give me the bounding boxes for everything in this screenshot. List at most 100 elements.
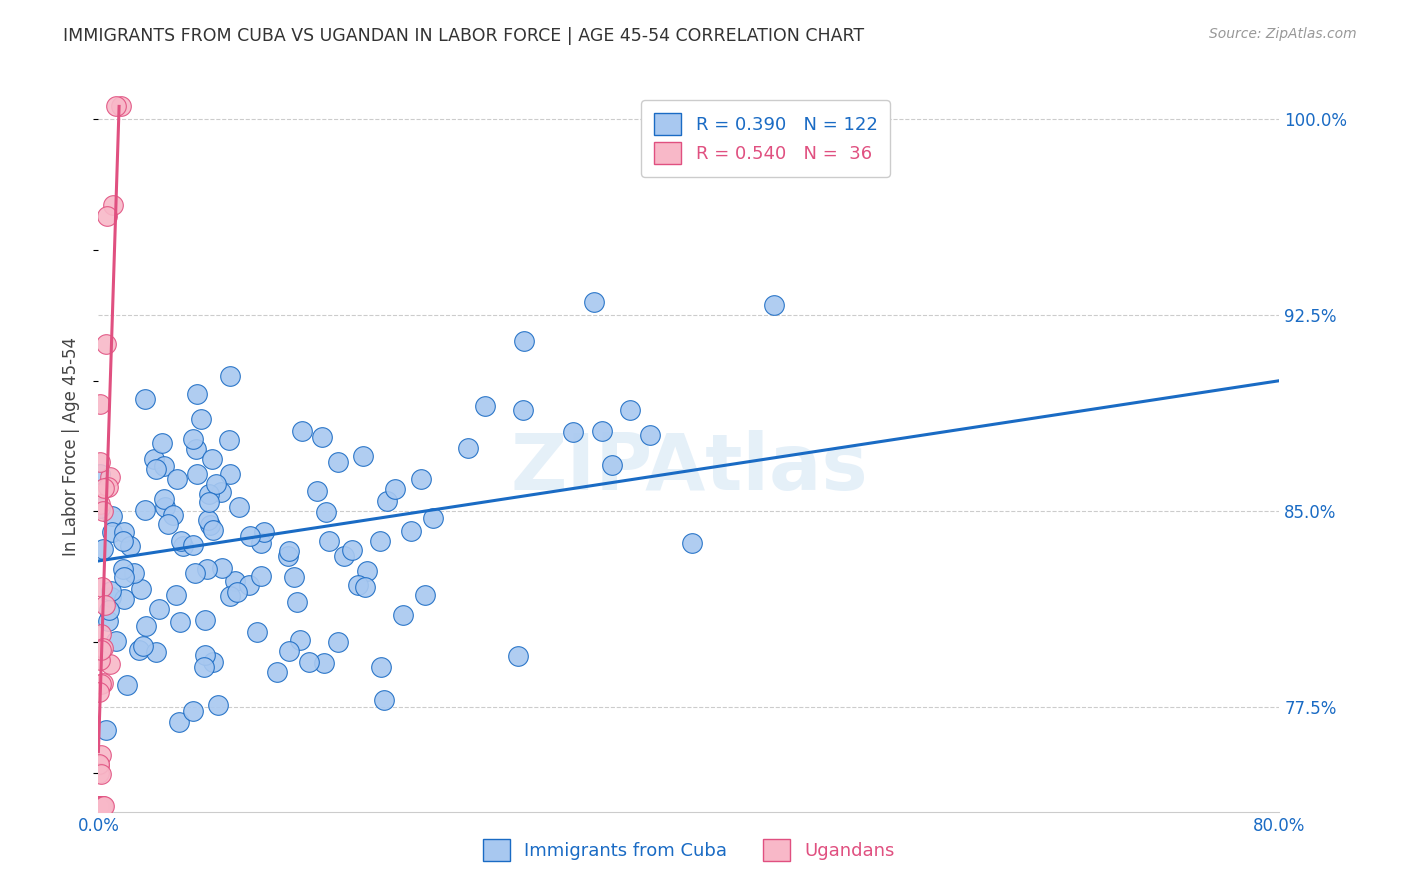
Point xyxy=(197,495,219,509)
Y-axis label: In Labor Force | Age 45-54: In Labor Force | Age 45-54 xyxy=(62,336,80,556)
Point xyxy=(246,624,269,639)
Point xyxy=(218,433,240,447)
Point xyxy=(346,577,368,591)
Point xyxy=(145,462,167,476)
Point xyxy=(384,482,406,496)
Point xyxy=(89,501,111,516)
Point xyxy=(142,451,165,466)
Point xyxy=(122,566,145,580)
Point xyxy=(156,516,179,531)
Point xyxy=(266,665,288,679)
Point xyxy=(218,589,240,603)
Point xyxy=(89,455,111,469)
Point xyxy=(253,525,276,540)
Point xyxy=(207,698,229,713)
Point xyxy=(89,757,111,772)
Point xyxy=(205,476,228,491)
Point xyxy=(89,498,111,512)
Point xyxy=(287,595,309,609)
Point xyxy=(89,684,111,698)
Point xyxy=(114,592,136,607)
Point xyxy=(195,562,218,576)
Point xyxy=(209,485,232,500)
Point xyxy=(194,613,217,627)
Point xyxy=(211,560,233,574)
Point xyxy=(354,580,377,594)
Text: IMMIGRANTS FROM CUBA VS UGANDAN IN LABOR FORCE | AGE 45-54 CORRELATION CHART: IMMIGRANTS FROM CUBA VS UGANDAN IN LABOR… xyxy=(63,27,865,45)
Point xyxy=(513,334,536,348)
Point xyxy=(278,544,301,558)
Point xyxy=(225,585,247,599)
Point xyxy=(183,433,205,447)
Point xyxy=(375,493,398,508)
Point xyxy=(315,505,337,519)
Point xyxy=(91,799,114,814)
Point xyxy=(202,655,225,669)
Point xyxy=(89,799,111,814)
Point xyxy=(283,570,305,584)
Point xyxy=(89,652,111,666)
Point xyxy=(100,591,122,605)
Point xyxy=(90,677,112,691)
Point xyxy=(89,799,111,814)
Point xyxy=(457,441,479,455)
Point xyxy=(250,536,273,550)
Point xyxy=(298,655,321,669)
Point xyxy=(197,487,219,501)
Point xyxy=(98,470,121,484)
Point xyxy=(591,425,613,439)
Point xyxy=(101,198,124,212)
Point xyxy=(153,458,176,473)
Point xyxy=(89,799,111,814)
Point xyxy=(218,467,240,481)
Point xyxy=(512,403,534,417)
Point xyxy=(183,704,205,718)
Point xyxy=(93,799,115,814)
Point xyxy=(153,492,176,507)
Point xyxy=(602,458,624,473)
Point xyxy=(90,748,112,763)
Point xyxy=(89,397,111,411)
Point xyxy=(201,524,224,538)
Point xyxy=(153,500,176,514)
Point xyxy=(619,403,641,417)
Point xyxy=(91,675,114,690)
Point xyxy=(219,368,242,383)
Point xyxy=(181,538,204,552)
Point xyxy=(96,209,118,223)
Point xyxy=(352,449,374,463)
Point xyxy=(239,529,262,543)
Point xyxy=(90,627,112,641)
Point xyxy=(333,549,356,563)
Point xyxy=(150,436,173,450)
Point xyxy=(409,472,432,486)
Point xyxy=(128,643,150,657)
Point xyxy=(89,467,111,481)
Point xyxy=(190,411,212,425)
Point xyxy=(506,649,529,664)
Point xyxy=(356,564,378,578)
Point xyxy=(97,480,120,494)
Point xyxy=(184,442,207,456)
Point xyxy=(89,643,111,657)
Point xyxy=(104,633,127,648)
Point xyxy=(340,543,363,558)
Point xyxy=(91,640,114,655)
Point xyxy=(135,619,157,633)
Point xyxy=(224,574,246,588)
Point xyxy=(311,430,333,444)
Point xyxy=(89,765,111,780)
Point xyxy=(167,714,190,729)
Point xyxy=(170,533,193,548)
Point xyxy=(134,392,156,407)
Point xyxy=(184,566,207,580)
Point xyxy=(91,799,114,814)
Point xyxy=(94,599,117,613)
Point xyxy=(115,678,138,692)
Point xyxy=(172,539,194,553)
Point xyxy=(93,481,115,495)
Point xyxy=(193,659,215,673)
Point xyxy=(413,588,436,602)
Point xyxy=(249,568,271,582)
Point xyxy=(111,534,134,549)
